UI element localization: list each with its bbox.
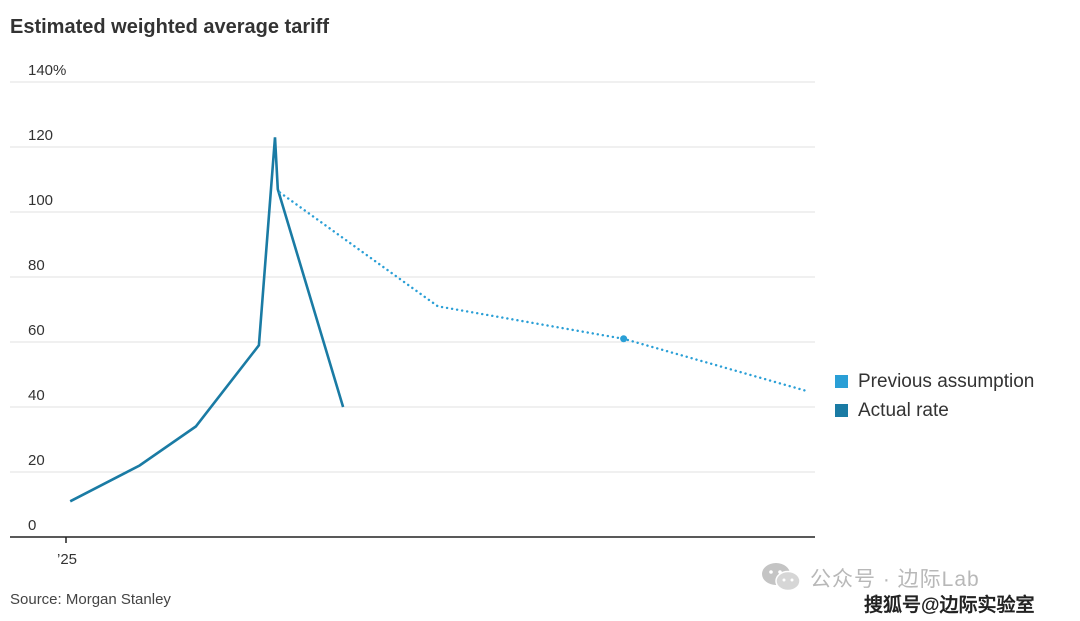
wechat-icon [762, 563, 801, 592]
source-note: Source: Morgan Stanley [10, 591, 171, 608]
legend: Previous assumption Actual rate [835, 367, 1034, 425]
series-group [69, 137, 808, 503]
series-line-actual-rate [69, 137, 345, 503]
series-marker [620, 335, 628, 343]
legend-swatch-actual [835, 404, 848, 417]
watermark-line2: 搜狐号@边际实验室 [864, 595, 1035, 616]
y-tick-label: 100 [28, 192, 53, 209]
y-tick-label: 0 [28, 517, 36, 534]
chart-title: Estimated weighted average tariff [10, 16, 329, 38]
legend-item-previous-assumption: Previous assumption [835, 367, 1034, 396]
watermark: 公众号 · 边际Lab 搜狐号@边际实验室 [760, 560, 1060, 616]
y-axis-ticks: 0 20 40 60 80 100 120 140% [28, 62, 66, 534]
legend-swatch-previous [835, 375, 848, 388]
y-tick-label: 140% [28, 62, 66, 79]
watermark-line1: 公众号 · 边际Lab [810, 568, 980, 591]
legend-item-actual-rate: Actual rate [835, 396, 1034, 425]
y-tick-label: 120 [28, 127, 53, 144]
y-tick-label: 20 [28, 452, 45, 469]
legend-label-previous: Previous assumption [858, 370, 1035, 392]
grid-group [10, 81, 815, 538]
legend-label-actual: Actual rate [858, 399, 949, 421]
series-line-previous-assumption [278, 191, 808, 392]
y-tick-label: 80 [28, 257, 45, 274]
x-axis-ticks: ’25 [57, 537, 77, 568]
x-tick-label: ’25 [57, 551, 77, 568]
y-tick-label: 40 [28, 387, 45, 404]
y-tick-label: 60 [28, 322, 45, 339]
